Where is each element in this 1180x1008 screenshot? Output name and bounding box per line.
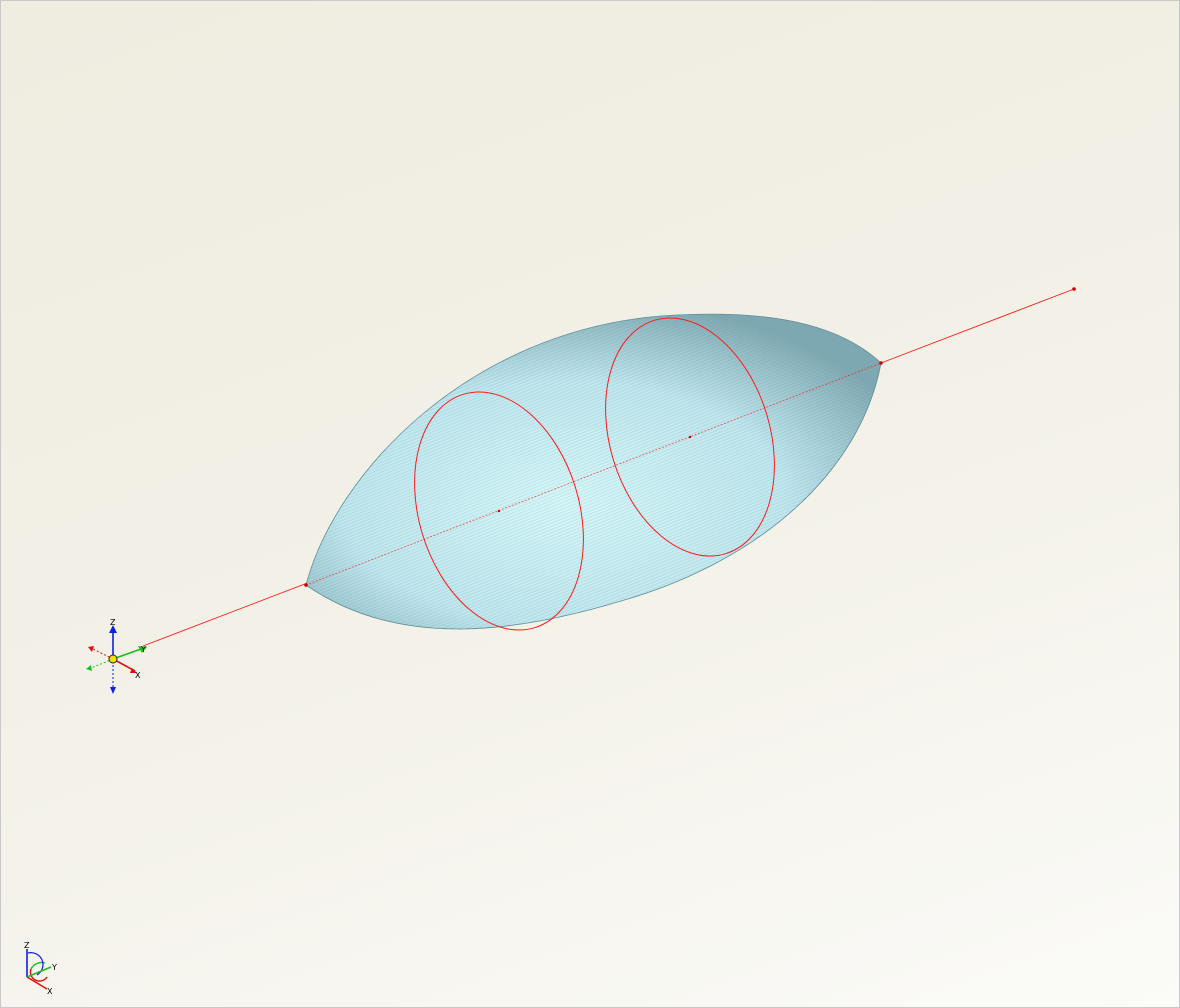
triad-y-label: Y xyxy=(51,963,57,972)
transform-gizmo[interactable]: Z Y X xyxy=(86,618,147,694)
inner-axis-curve[interactable] xyxy=(305,362,882,586)
section-curve-1[interactable] xyxy=(387,371,611,651)
view-orientation-triad[interactable]: Z Y X xyxy=(24,941,57,996)
section-center-2[interactable] xyxy=(688,435,692,439)
gizmo-y-label: Y xyxy=(140,645,146,654)
end-point-right[interactable] xyxy=(879,361,883,365)
triad-x-label: X xyxy=(47,987,53,996)
gizmo-z-label: Z xyxy=(110,618,116,627)
far-point[interactable] xyxy=(1072,287,1076,291)
spindle-surface[interactable] xyxy=(291,301,891,651)
section-curve-2[interactable] xyxy=(578,297,802,577)
section-center-1[interactable] xyxy=(497,509,501,513)
gizmo-x-label: X xyxy=(135,671,141,680)
triad-z-label: Z xyxy=(24,941,30,950)
end-point-left[interactable] xyxy=(304,583,308,587)
